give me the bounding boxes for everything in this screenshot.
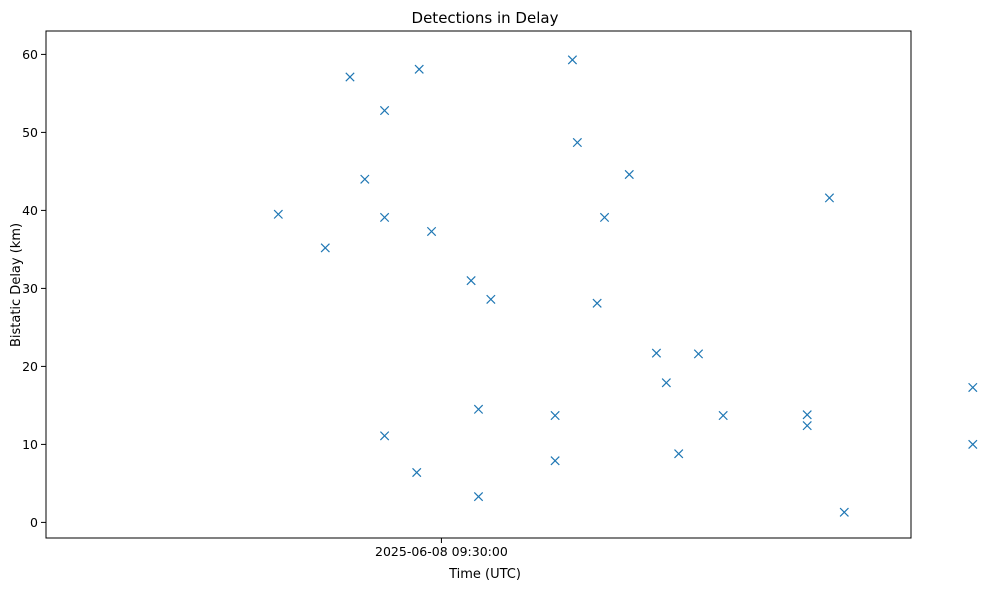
plot-frame <box>45 30 912 539</box>
data-point <box>651 348 662 358</box>
y-tick-label: 30 <box>22 281 38 296</box>
data-point <box>379 105 390 116</box>
data-point <box>802 410 812 420</box>
y-axis: 0 10 20 30 40 50 60 <box>22 47 46 530</box>
data-point <box>567 55 578 65</box>
data-point <box>273 209 283 219</box>
data-point <box>968 382 978 393</box>
x-axis-label: Time (UTC) <box>448 567 521 582</box>
data-point <box>718 410 728 421</box>
data-point <box>968 439 978 450</box>
data-point <box>572 137 582 148</box>
data-point <box>599 212 610 223</box>
data-point <box>592 298 602 308</box>
data-point <box>486 294 496 304</box>
data-point <box>839 507 849 517</box>
data-point <box>466 275 476 286</box>
y-tick-label: 40 <box>22 203 38 218</box>
data-point <box>674 449 684 459</box>
plot-area <box>273 55 978 517</box>
y-tick-label: 60 <box>22 47 38 62</box>
data-point <box>550 410 560 421</box>
data-point <box>473 492 484 502</box>
y-tick-label: 50 <box>22 125 38 140</box>
data-point <box>379 212 390 223</box>
data-point <box>412 467 422 478</box>
y-tick-label: 0 <box>30 515 38 530</box>
data-point <box>426 226 437 237</box>
data-point <box>661 378 671 388</box>
y-axis-label: Bistatic Delay (km) <box>9 223 24 347</box>
x-axis: 2025-06-08 09:30:002025-06-08 09:31:0020… <box>375 538 508 559</box>
data-point <box>824 193 835 203</box>
chart-title: Detections in Delay <box>412 9 559 27</box>
data-point <box>360 174 370 184</box>
data-point <box>379 431 390 441</box>
data-point <box>473 404 484 414</box>
data-point <box>320 243 330 253</box>
data-point <box>550 456 560 466</box>
data-point <box>414 64 424 74</box>
y-tick-label: 20 <box>22 359 38 374</box>
x-tick-label: 2025-06-08 09:30:00 <box>375 544 508 559</box>
data-point <box>624 169 634 180</box>
data-point <box>802 421 812 431</box>
data-point <box>345 72 355 82</box>
y-tick-label: 10 <box>22 437 38 452</box>
data-point <box>693 349 704 359</box>
